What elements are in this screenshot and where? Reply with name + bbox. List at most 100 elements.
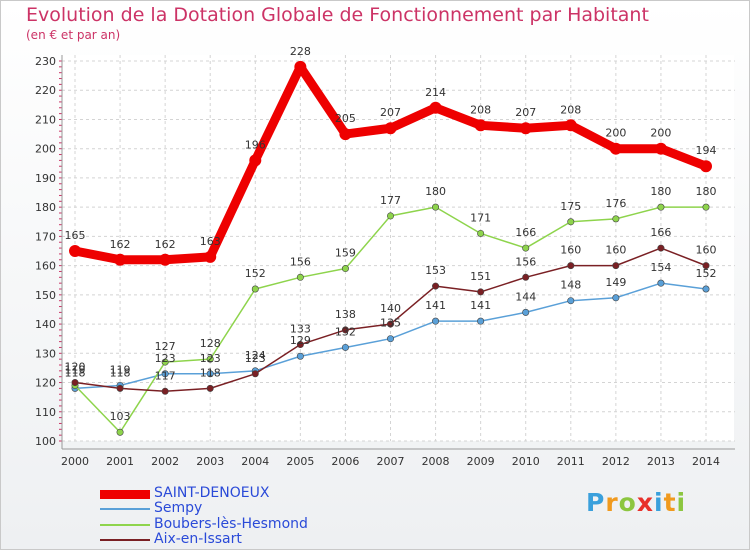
logo-letter: P: [586, 488, 606, 517]
data-label: 228: [290, 45, 311, 58]
data-point: [341, 265, 349, 273]
data-label: 171: [470, 211, 491, 224]
logo-letter: x: [636, 488, 654, 517]
logo-letter: t: [663, 488, 677, 517]
data-label: 152: [696, 267, 717, 280]
data-label: 208: [560, 103, 581, 116]
data-label: 120: [65, 361, 86, 374]
data-label: 175: [560, 200, 581, 213]
data-point: [702, 203, 710, 211]
data-label: 159: [335, 247, 356, 260]
data-point: [339, 128, 352, 141]
data-point: [296, 273, 304, 281]
data-label: 162: [110, 238, 131, 251]
data-point: [432, 317, 440, 325]
x-tick-label: 2007: [377, 455, 405, 468]
data-point: [294, 60, 307, 73]
data-point: [702, 262, 710, 270]
data-label: 162: [155, 238, 176, 251]
data-point: [71, 379, 79, 387]
data-point: [564, 119, 577, 132]
y-tick-label: 230: [35, 55, 56, 68]
data-label: 160: [605, 244, 626, 257]
data-point: [522, 244, 530, 252]
data-label: 118: [65, 366, 86, 379]
x-tick-label: 2008: [422, 455, 450, 468]
data-label: 214: [425, 86, 446, 99]
logo-letter: i: [676, 488, 687, 517]
data-label: 148: [560, 279, 581, 292]
data-point: [341, 343, 349, 351]
data-label: 200: [605, 127, 626, 140]
x-tick-label: 2005: [286, 455, 314, 468]
data-point: [161, 358, 169, 366]
legend-label: Sempy: [154, 500, 203, 516]
data-point: [477, 229, 485, 237]
data-label: 154: [650, 261, 671, 274]
data-label: 200: [650, 127, 671, 140]
data-point: [609, 142, 622, 155]
chart-title: Evolution de la Dotation Globale de Fonc…: [26, 4, 649, 26]
data-point: [474, 119, 487, 132]
y-tick-label: 150: [35, 289, 56, 302]
data-label: 166: [515, 226, 536, 239]
legend-swatch: [100, 489, 150, 499]
data-point: [206, 355, 214, 363]
data-label: 128: [200, 337, 221, 350]
data-label: 103: [110, 410, 131, 423]
data-label: 156: [515, 255, 536, 268]
x-tick-label: 2004: [241, 455, 269, 468]
data-point: [432, 282, 440, 290]
data-label: 149: [605, 276, 626, 289]
logo-letter: i: [654, 488, 664, 517]
data-label: 163: [200, 235, 221, 248]
data-label: 176: [605, 197, 626, 210]
data-label: 132: [335, 325, 356, 338]
data-point: [612, 262, 620, 270]
data-label: 119: [65, 363, 86, 376]
data-point: [700, 160, 712, 173]
data-point: [161, 387, 169, 395]
data-label: 160: [696, 244, 717, 257]
data-point: [657, 244, 665, 252]
data-label: 117: [155, 369, 176, 382]
x-tick-label: 2014: [692, 455, 720, 468]
data-point: [206, 384, 214, 392]
data-label: 118: [110, 366, 131, 379]
data-label: 177: [380, 194, 401, 207]
data-label: 118: [200, 366, 221, 379]
x-tick-label: 2011: [557, 455, 585, 468]
data-point: [657, 279, 665, 287]
data-label: 205: [335, 112, 356, 125]
logo-letter: o: [618, 488, 637, 517]
data-label: 133: [290, 323, 311, 336]
data-point: [159, 253, 172, 266]
data-point: [386, 335, 394, 343]
data-point: [251, 285, 259, 293]
data-label: 194: [696, 144, 717, 157]
legend-label: SAINT-DENOEUX: [154, 485, 270, 501]
data-point: [567, 218, 575, 226]
y-tick-label: 200: [35, 143, 56, 156]
data-label: 129: [290, 334, 311, 347]
y-tick-label: 170: [35, 230, 56, 243]
y-tick-label: 210: [35, 113, 56, 126]
data-label: 207: [515, 106, 536, 119]
chart-subtitle: (en € et par an): [26, 28, 121, 42]
y-tick-label: 160: [35, 260, 56, 273]
data-point: [204, 250, 217, 263]
data-label: 123: [245, 352, 266, 365]
data-point: [251, 370, 259, 378]
data-label: 135: [380, 317, 401, 330]
data-label: 144: [515, 290, 536, 303]
legend-swatch: [100, 539, 150, 541]
data-label: 123: [200, 352, 221, 365]
data-label: 119: [110, 363, 131, 376]
data-label: 207: [380, 106, 401, 119]
data-label: 123: [155, 352, 176, 365]
data-label: 151: [470, 270, 491, 283]
data-point: [567, 297, 575, 305]
data-label: 180: [425, 185, 446, 198]
data-point: [522, 308, 530, 316]
